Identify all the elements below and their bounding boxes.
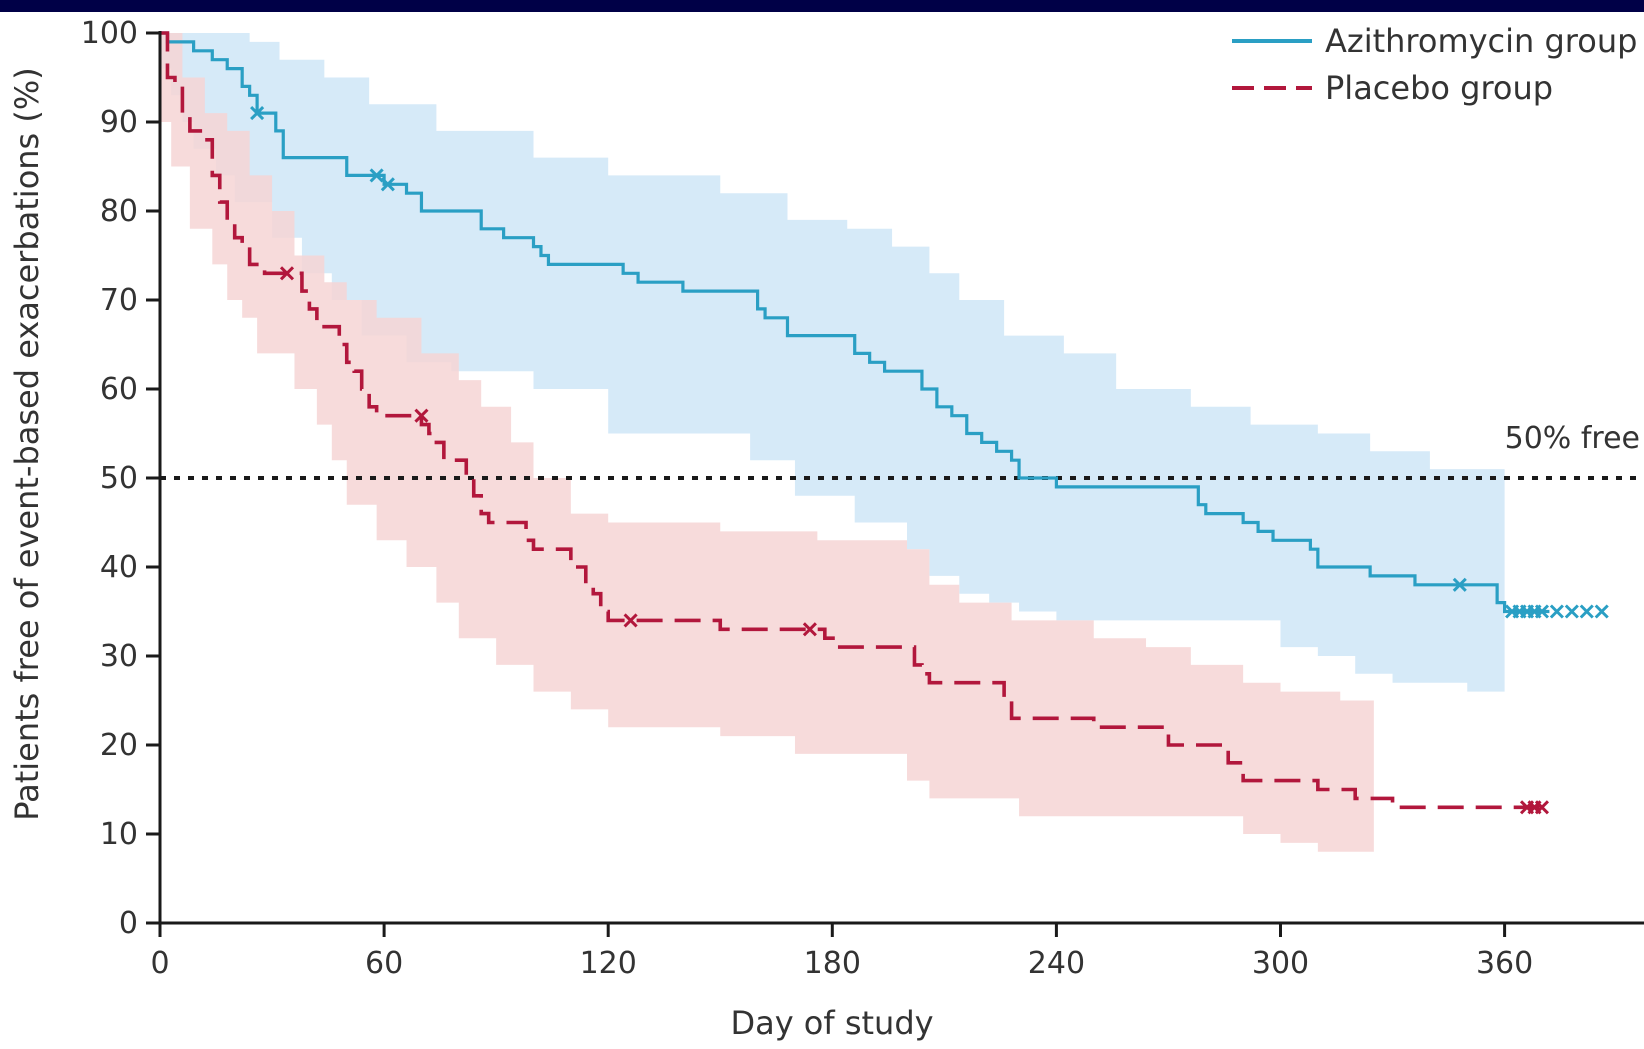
- y-axis-title: Patients free of event-based exacerbatio…: [8, 67, 46, 821]
- x-tick-label-120: 120: [580, 946, 637, 981]
- y-tick-label-30: 30: [100, 639, 138, 674]
- legend: Azithromycin group Placebo group: [1232, 22, 1637, 107]
- censor-mark-placebo-1: [414, 408, 429, 423]
- y-tick-label-60: 60: [100, 372, 138, 407]
- legend-label-azithromycin: Azithromycin group: [1325, 22, 1637, 60]
- censor-mark-azithromycin-2: [380, 177, 395, 192]
- ci-band-placebo: [160, 33, 1374, 852]
- censor-mark-placebo-0: [279, 266, 295, 281]
- reference-line-label: 50% free: [1505, 421, 1640, 456]
- curve-placebo: [160, 31, 1542, 810]
- y-tick-label-50: 50: [100, 461, 138, 496]
- ci-band-azithromycin: [160, 33, 1505, 692]
- legend-label-placebo: Placebo group: [1325, 69, 1553, 107]
- censor-mark-azithromycin-10: [1564, 604, 1579, 619]
- x-tick-label-60: 60: [365, 946, 403, 981]
- x-tick-label-300: 300: [1252, 946, 1309, 981]
- x-axis-ticks: 0 60 120 180 240 300 360: [150, 923, 1533, 981]
- chart-area: 0 60 120 180 240 300 360 0 10 20 30 40 50 60 70 80 90 10…: [0, 12, 1644, 1049]
- survival-curves: [160, 31, 1550, 810]
- censor-mark-azithromycin-8: [1534, 604, 1550, 619]
- censor-mark-azithromycin-0: [250, 106, 265, 121]
- y-tick-label-100: 100: [81, 16, 138, 51]
- x-tick-label-240: 240: [1028, 946, 1085, 981]
- y-tick-label-10: 10: [100, 817, 138, 852]
- censor-mark-placebo-6: [1534, 800, 1550, 815]
- y-tick-label-90: 90: [100, 105, 138, 140]
- censor-mark-azithromycin-9: [1549, 604, 1564, 619]
- x-tick-label-180: 180: [804, 946, 861, 981]
- censor-mark-azithromycin-1: [369, 168, 384, 183]
- y-axis-ticks: 0 10 20 30 40 50 60 70 80 90 100: [81, 16, 160, 941]
- x-axis-title: Day of study: [730, 1004, 933, 1042]
- y-tick-label-80: 80: [100, 194, 138, 229]
- censor-mark-azithromycin-11: [1579, 604, 1594, 619]
- y-tick-label-0: 0: [119, 906, 138, 941]
- y-tick-label-40: 40: [100, 550, 138, 585]
- censor-marks: [250, 106, 1609, 815]
- confidence-bands: [160, 33, 1505, 852]
- x-tick-label-0: 0: [150, 946, 169, 981]
- kaplan-meier-chart: 0 60 120 180 240 300 360 0 10 20 30 40 50 60 70 80 90 10…: [8, 16, 1644, 1042]
- y-tick-label-20: 20: [100, 728, 138, 763]
- censor-mark-placebo-3: [802, 622, 817, 637]
- censor-mark-azithromycin-12: [1594, 604, 1609, 619]
- x-tick-label-360: 360: [1476, 946, 1533, 981]
- censor-mark-placebo-2: [623, 613, 638, 628]
- censor-mark-azithromycin-3: [1452, 577, 1467, 592]
- y-tick-label-70: 70: [100, 283, 138, 318]
- curve-azithromycin: [160, 31, 1550, 614]
